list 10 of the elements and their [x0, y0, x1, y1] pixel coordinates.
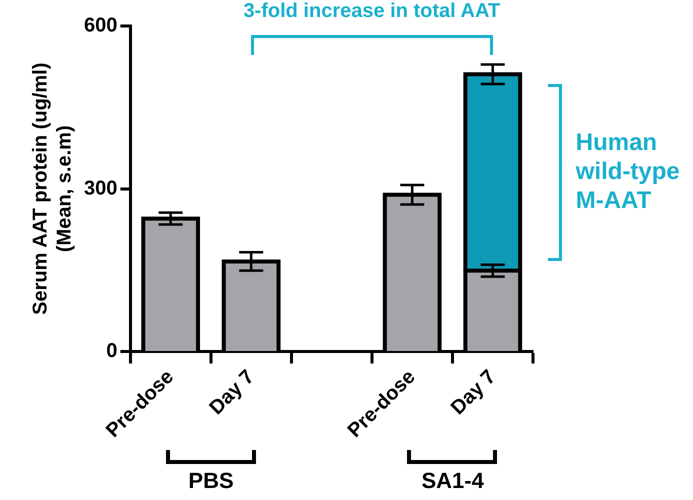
text: 3-fold increase in total AAT	[243, 0, 500, 23]
text: PBS	[188, 468, 234, 494]
text: Human wild-type M-AAT	[576, 129, 681, 216]
y-axis-title: Serum AAT protein (ug/ml) (Mean, s.e.m)	[30, 62, 76, 315]
x-tick-label: Day 7	[446, 366, 500, 420]
text: SA1-4	[421, 468, 484, 494]
x-tick-label: Day 7	[205, 366, 259, 420]
y-tick-label: 600	[84, 14, 118, 37]
y-tick-label: 0	[106, 340, 118, 362]
y-tick-label: 300	[84, 177, 118, 200]
